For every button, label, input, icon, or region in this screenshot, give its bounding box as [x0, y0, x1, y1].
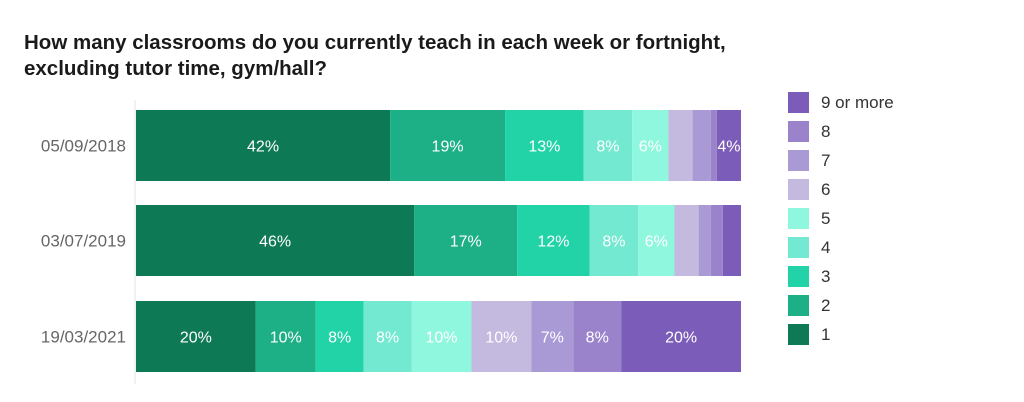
data-label: 10% [485, 330, 517, 347]
legend-item: 5 [788, 204, 894, 233]
legend-label: 8 [821, 121, 831, 141]
legend-label: 4 [821, 237, 831, 257]
legend-label: 6 [821, 179, 831, 199]
legend-swatch [788, 237, 809, 258]
bar-segment-9-or-more [621, 301, 741, 372]
bar-segment-6 [668, 110, 693, 181]
y-tick-label: 19/03/2021 [41, 328, 126, 347]
data-label: 17% [450, 234, 482, 251]
legend-swatch [788, 179, 809, 200]
legend-label: 5 [821, 208, 831, 228]
bar-segment-7 [692, 110, 711, 181]
legend-swatch [788, 295, 809, 316]
data-label: 6% [645, 234, 668, 251]
legend-swatch [788, 324, 809, 345]
data-label: 20% [180, 330, 212, 347]
stacked-bar-chart: 05/09/2018 42% 19% 13% 8% 6% 4% 03/07/2019 46% 17… [41, 100, 741, 384]
bar-segment-8 [710, 110, 717, 181]
bar-segment-6 [471, 301, 532, 372]
legend-label: 2 [821, 295, 831, 315]
data-label: 8% [586, 330, 609, 347]
bar-segment-4 [589, 205, 639, 276]
data-label: 8% [328, 330, 351, 347]
bar-segment-5 [411, 301, 472, 372]
data-label: 46% [259, 234, 291, 251]
data-label: 42% [247, 139, 279, 156]
legend-item: 1 [788, 320, 894, 349]
legend-item: 7 [788, 146, 894, 175]
bar-segment-7 [698, 205, 711, 276]
data-label: 8% [596, 139, 619, 156]
legend-swatch [788, 150, 809, 171]
data-label: 19% [432, 139, 464, 156]
legend-item: 6 [788, 175, 894, 204]
bar-segment-6 [674, 205, 699, 276]
bar-segment-1 [136, 110, 391, 181]
legend-item: 2 [788, 291, 894, 320]
legend-label: 1 [821, 324, 831, 344]
bar-segment-1 [136, 205, 415, 276]
data-label: 4% [717, 139, 740, 156]
legend-swatch [788, 121, 809, 142]
data-label: 13% [528, 139, 560, 156]
bar-segment-4 [583, 110, 633, 181]
legend-item: 3 [788, 262, 894, 291]
legend-swatch [788, 266, 809, 287]
bar-segment-4 [363, 301, 412, 372]
data-label: 10% [270, 330, 302, 347]
data-label: 12% [537, 234, 569, 251]
legend-item: 9 or more [788, 88, 894, 117]
chart-title: How many classrooms do you currently tea… [24, 31, 726, 80]
bar-segment-1 [136, 301, 256, 372]
bar-segment-2 [390, 110, 506, 181]
bar-segment-9-or-more [716, 110, 741, 181]
bar-segment-8 [710, 205, 723, 276]
legend-label: 9 or more [821, 92, 894, 112]
bar-segment-3 [315, 301, 364, 372]
bar-segment-2 [255, 301, 316, 372]
legend-item: 4 [788, 233, 894, 262]
data-label: 8% [602, 234, 625, 251]
bar-segment-9-or-more [722, 205, 741, 276]
data-label: 20% [665, 330, 697, 347]
bar-segment-8 [573, 301, 622, 372]
bar-segment-5 [632, 110, 669, 181]
y-tick-label: 05/09/2018 [41, 137, 126, 156]
data-label: 10% [425, 330, 457, 347]
legend-item: 8 [788, 117, 894, 146]
legend-label: 7 [821, 150, 831, 170]
y-tick-label: 03/07/2019 [41, 232, 126, 251]
data-label: 7% [541, 330, 564, 347]
legend-swatch [788, 208, 809, 229]
legend-swatch [788, 92, 809, 113]
bar-segment-7 [531, 301, 574, 372]
legend-label: 3 [821, 266, 831, 286]
data-label: 6% [639, 139, 662, 156]
bar-segment-3 [505, 110, 584, 181]
legend: 9 or more 8 7 6 5 4 3 2 1 [788, 88, 894, 349]
data-label: 8% [376, 330, 399, 347]
bar-segment-2 [414, 205, 518, 276]
bar-segment-5 [638, 205, 675, 276]
bar-segment-3 [517, 205, 590, 276]
